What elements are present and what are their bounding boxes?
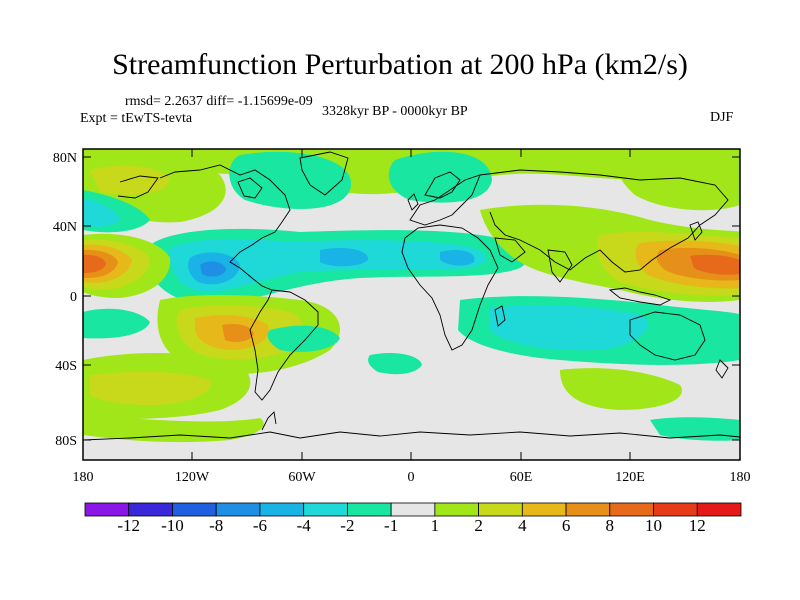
coast-indonesia [608, 287, 672, 306]
lat-label-80n: 80N [53, 151, 77, 166]
coast-uk [407, 193, 419, 211]
contour-south-indian-core [490, 305, 648, 351]
lat-tick-labels: 80N 40N 0 40S 80S [53, 151, 77, 449]
contour-wpacific-peak [690, 254, 740, 275]
colorbar-label: 12 [688, 516, 706, 535]
lon-label-60w: 60W [288, 470, 316, 485]
lon-tick-labels: 180 120W 60W 0 60E 120E 180 [73, 470, 751, 485]
coast-japan [689, 221, 703, 241]
coast-antarctic-peninsula [261, 411, 277, 431]
colorbar-label: 2 [474, 516, 483, 535]
rmsd-label: rmsd= 2.2637 diff= -1.15699e-09 [125, 94, 313, 109]
contour-nepacific-core [83, 198, 120, 227]
colorbar-label: -1 [384, 516, 399, 535]
lon-label-0: 0 [408, 470, 415, 485]
figure-title: Streamfunction Perturbation at 200 hPa (… [112, 48, 688, 81]
colorbar-swatch [215, 502, 261, 517]
contour-south-indian-positive [560, 368, 682, 410]
lon-label-180e: 180 [730, 470, 751, 485]
contour-central-pacific-peak [83, 254, 106, 273]
contour-south-america-peak [222, 324, 254, 342]
colorbar-label: -10 [161, 516, 184, 535]
period-label: 3328kyr BP - 0000kyr BP [322, 104, 468, 119]
experiment-label: Expt = tEwTS-tevta [80, 111, 193, 126]
contour-mexico-core2 [200, 261, 226, 277]
colorbar-swatch [478, 502, 523, 517]
lat-label-40s: 40S [55, 359, 77, 374]
coast-antarctica [83, 431, 740, 441]
coast-madagascar [494, 305, 506, 327]
coast-north-america [159, 164, 291, 291]
coast-south-america [249, 289, 319, 401]
coast-india [547, 249, 573, 283]
coast-asia [479, 169, 729, 273]
coastlines [83, 151, 740, 441]
colorbar-swatch [653, 502, 698, 517]
contour-tropical-negative-inner [169, 238, 487, 292]
colorbar-swatch [259, 502, 305, 517]
lat-label-40n: 40N [53, 220, 77, 235]
colorbar-label: -4 [296, 516, 311, 535]
colorbar-swatch [172, 502, 217, 517]
colorbar-swatch [128, 502, 173, 517]
colorbar-label: -2 [340, 516, 355, 535]
colorbar-swatch [346, 502, 392, 517]
colorbar-swatch [434, 502, 480, 517]
colorbar-label: 1 [430, 516, 440, 535]
colorbar-swatch [390, 502, 436, 517]
lon-label-60e: 60E [510, 470, 533, 485]
coast-africa [401, 224, 499, 351]
coast-scandinavia [424, 171, 461, 199]
lon-label-120e: 120E [615, 470, 645, 485]
colorbar-swatch [303, 502, 348, 517]
colorbar-swatch [521, 502, 567, 517]
coast-alaska [117, 175, 159, 199]
contour-africa-core [440, 250, 475, 266]
contour-antarctic-positive [83, 415, 264, 443]
lat-label-80s: 80S [55, 434, 77, 449]
coast-greenland [299, 151, 349, 196]
contour-fills [83, 149, 740, 443]
colorbar-label: 8 [605, 516, 615, 535]
colorbar-label: 10 [645, 516, 663, 535]
lon-label-180w: 180 [73, 470, 94, 485]
lat-label-0: 0 [70, 290, 77, 305]
coast-australia [629, 311, 706, 361]
coast-new-zealand [715, 359, 729, 379]
coast-arabia [494, 237, 526, 263]
contour-se-pacific-negative [267, 325, 340, 352]
contour-east-siberia-positive [618, 155, 740, 211]
colorbar-label: 4 [518, 516, 527, 535]
coast-europe [409, 174, 481, 226]
axis-ticks [83, 149, 740, 460]
contour-nw-america-core [90, 165, 170, 195]
colorbar-swatch [609, 502, 654, 517]
coast-hudson [237, 177, 263, 199]
contour-greenland-negative [229, 151, 352, 210]
lon-label-120w: 120W [175, 470, 210, 485]
colorbar-swatch [84, 502, 130, 517]
colorbar-label: 6 [561, 516, 571, 535]
map-panel [83, 149, 740, 460]
contour-scandinavia-negative [388, 151, 492, 203]
colorbar-swatch [565, 502, 611, 517]
colorbar-label: -6 [252, 516, 267, 535]
colorbar-label: -8 [209, 516, 224, 535]
contour-atlantic-core [320, 248, 369, 267]
colorbar [84, 502, 742, 517]
contour-sw-pacific-negative [83, 308, 150, 339]
colorbar-swatch [696, 502, 742, 517]
contour-south-atlantic-negative [368, 353, 422, 375]
season-label: DJF [710, 110, 734, 125]
contour-southern-ocean-core [90, 371, 211, 406]
colorbar-label: -12 [117, 516, 141, 535]
